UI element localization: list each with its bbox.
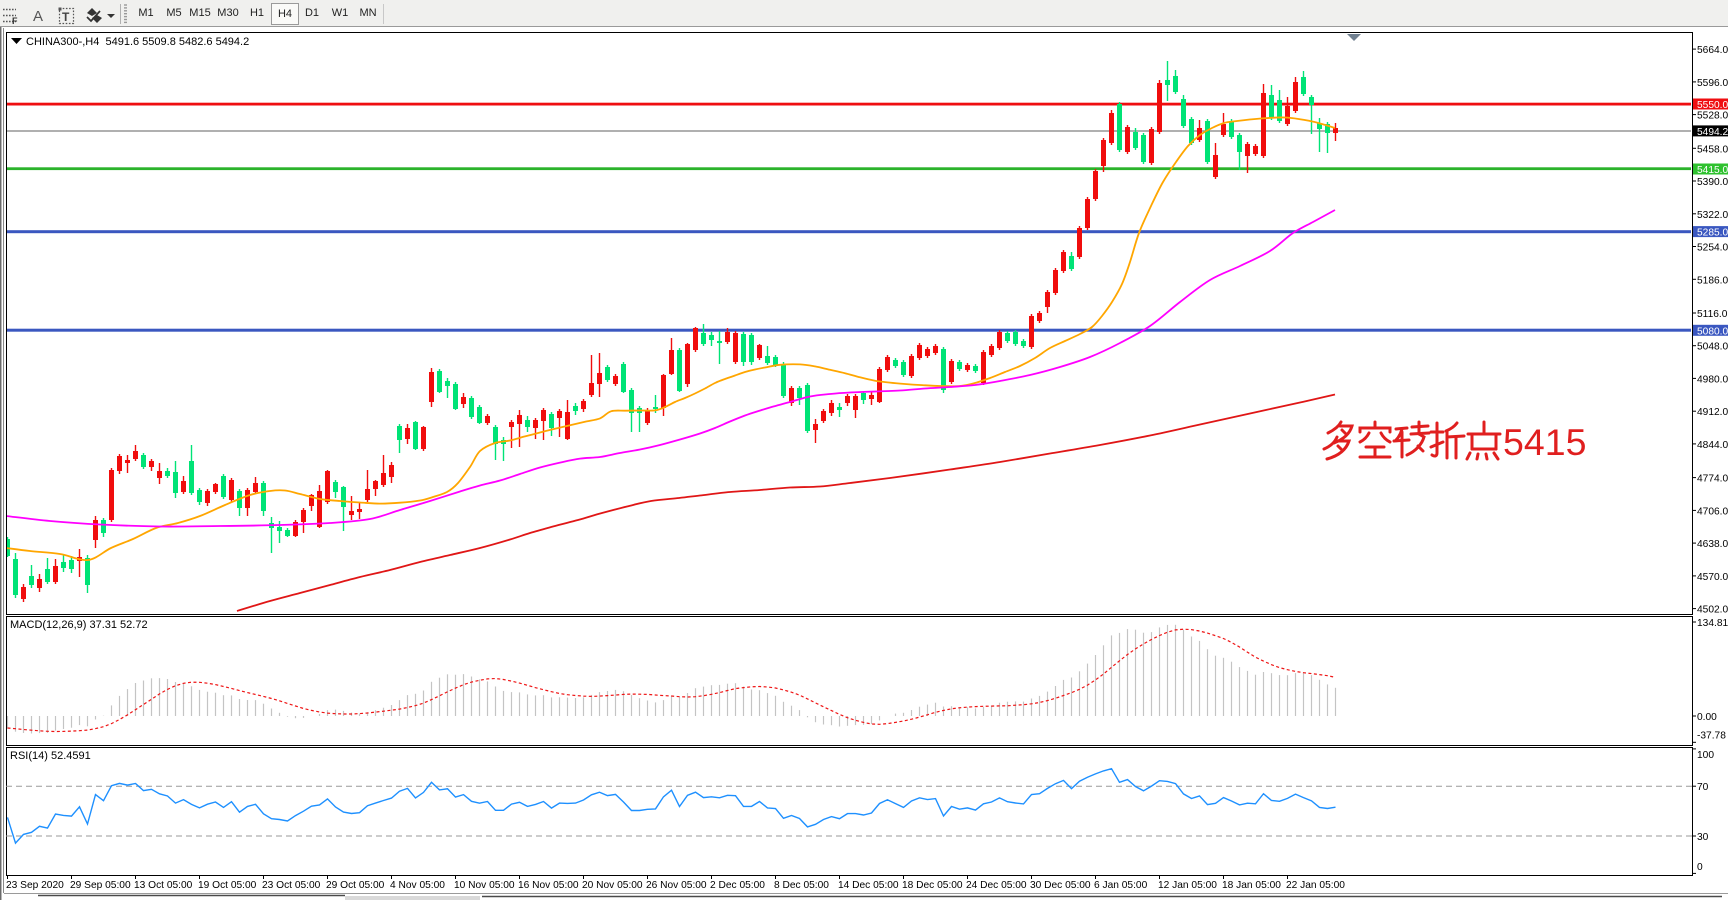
svg-text:6 Jan 05:00: 6 Jan 05:00 [1094, 880, 1148, 891]
svg-text:5080.0: 5080.0 [1697, 326, 1728, 337]
svg-text:29 Oct 05:00: 29 Oct 05:00 [326, 880, 385, 891]
svg-text:5664.0: 5664.0 [1697, 45, 1728, 56]
svg-text:70: 70 [1697, 782, 1709, 793]
svg-text:22 Jan 05:00: 22 Jan 05:00 [1286, 880, 1345, 891]
svg-text:5415.0: 5415.0 [1697, 165, 1728, 176]
svg-text:0: 0 [1697, 862, 1703, 873]
svg-text:5322.0: 5322.0 [1697, 210, 1728, 221]
svg-text:4570.0: 4570.0 [1697, 572, 1728, 583]
svg-text:4 Nov 05:00: 4 Nov 05:00 [390, 880, 445, 891]
svg-text:4912.0: 4912.0 [1697, 407, 1728, 418]
svg-text:5528.0: 5528.0 [1697, 111, 1728, 122]
svg-text:RSI(14) 52.4591: RSI(14) 52.4591 [10, 750, 91, 762]
svg-text:18 Jan 05:00: 18 Jan 05:00 [1222, 880, 1281, 891]
svg-text:5048.0: 5048.0 [1697, 342, 1728, 353]
svg-text:4638.0: 4638.0 [1697, 539, 1728, 550]
svg-text:T: T [62, 10, 70, 24]
svg-text:100: 100 [1697, 750, 1714, 761]
svg-text:5415: 5415 [1503, 421, 1586, 463]
svg-text:8 Dec 05:00: 8 Dec 05:00 [774, 880, 829, 891]
svg-text:-37.78: -37.78 [1697, 731, 1726, 742]
svg-text:24 Dec 05:00: 24 Dec 05:00 [966, 880, 1027, 891]
svg-text:30 Dec 05:00: 30 Dec 05:00 [1030, 880, 1091, 891]
svg-text:5254.0: 5254.0 [1697, 243, 1728, 254]
svg-text:23 Sep 2020: 23 Sep 2020 [6, 880, 64, 891]
svg-text:5596.0: 5596.0 [1697, 78, 1728, 89]
svg-text:4774.0: 4774.0 [1697, 474, 1728, 485]
svg-text:2 Dec 05:00: 2 Dec 05:00 [710, 880, 765, 891]
svg-text:A: A [33, 8, 43, 25]
svg-text:5186.0: 5186.0 [1697, 275, 1728, 286]
svg-text:23 Oct 05:00: 23 Oct 05:00 [262, 880, 321, 891]
svg-text:134.81: 134.81 [1697, 618, 1728, 629]
svg-text:4706.0: 4706.0 [1697, 506, 1728, 517]
svg-text:5285.0: 5285.0 [1697, 228, 1728, 239]
svg-text:5116.0: 5116.0 [1697, 309, 1728, 320]
svg-text:10 Nov 05:00: 10 Nov 05:00 [454, 880, 515, 891]
svg-text:5458.0: 5458.0 [1697, 144, 1728, 155]
svg-text:12 Jan 05:00: 12 Jan 05:00 [1158, 880, 1217, 891]
svg-text:20 Nov 05:00: 20 Nov 05:00 [582, 880, 643, 891]
svg-text:13 Oct 05:00: 13 Oct 05:00 [134, 880, 193, 891]
svg-text:19 Oct 05:00: 19 Oct 05:00 [198, 880, 257, 891]
svg-text:CHINA300-,H4 5491.6 5509.8 54: CHINA300-,H4 5491.6 5509.8 5482.6 5494.2 [26, 36, 249, 48]
svg-text:4502.0: 4502.0 [1697, 605, 1728, 616]
svg-text:4844.0: 4844.0 [1697, 440, 1728, 451]
svg-text:F: F [12, 16, 18, 26]
svg-text:0.00: 0.00 [1697, 712, 1717, 723]
svg-text:29 Sep 05:00: 29 Sep 05:00 [70, 880, 131, 891]
svg-text:30: 30 [1697, 832, 1709, 843]
svg-text:4980.0: 4980.0 [1697, 374, 1728, 385]
svg-text:26 Nov 05:00: 26 Nov 05:00 [646, 880, 707, 891]
svg-text:5494.2: 5494.2 [1697, 127, 1728, 138]
svg-text:14 Dec 05:00: 14 Dec 05:00 [838, 880, 899, 891]
svg-text:16 Nov 05:00: 16 Nov 05:00 [518, 880, 579, 891]
svg-text:5390.0: 5390.0 [1697, 177, 1728, 188]
svg-text:18 Dec 05:00: 18 Dec 05:00 [902, 880, 963, 891]
svg-text:MACD(12,26,9) 37.31 52.72: MACD(12,26,9) 37.31 52.72 [10, 619, 148, 631]
svg-text:5550.0: 5550.0 [1697, 100, 1728, 111]
